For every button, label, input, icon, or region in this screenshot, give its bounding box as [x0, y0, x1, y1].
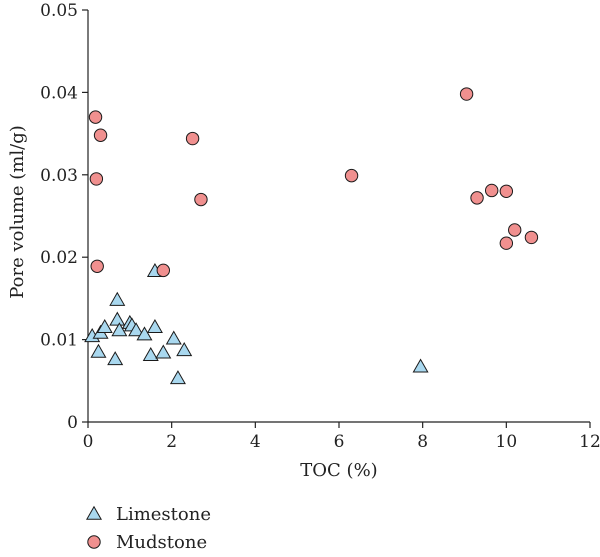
- x-tick-label: 2: [166, 432, 177, 452]
- mudstone-point: [88, 110, 103, 124]
- mudstone-point: [93, 128, 108, 142]
- y-tick-label: 0.03: [40, 166, 78, 186]
- mudstone-point: [89, 172, 104, 186]
- legend: Limestone Mudstone: [85, 504, 211, 553]
- limestone-point: [107, 351, 124, 366]
- x-axis-title: TOC (%): [300, 460, 377, 481]
- y-tick-label: 0.05: [40, 1, 78, 21]
- series-limestone: [84, 262, 429, 385]
- limestone-point: [109, 291, 126, 306]
- legend-label: Limestone: [116, 504, 211, 525]
- mudstone-point: [194, 192, 208, 207]
- limestone-point: [128, 322, 145, 337]
- series-mudstone: [88, 87, 539, 278]
- x-tick-label: 6: [334, 432, 345, 452]
- axes: [87, 10, 590, 423]
- limestone-point: [155, 344, 172, 359]
- x-tick-label: 12: [579, 432, 600, 452]
- x-axis-ticks: 0 2 4 6 8 10 12: [83, 422, 600, 452]
- mudstone-point: [459, 87, 474, 101]
- x-tick-label: 10: [496, 432, 518, 452]
- y-axis-ticks: 0 0.01 0.02 0.03 0.04 0.05: [40, 1, 88, 433]
- limestone-point: [165, 330, 182, 345]
- limestone-point: [146, 318, 163, 334]
- limestone-point: [111, 322, 128, 337]
- mudstone-point: [484, 183, 499, 198]
- mudstone-point: [156, 263, 171, 278]
- mudstone-point: [90, 259, 104, 273]
- limestone-point: [176, 342, 193, 357]
- limestone-point: [136, 326, 153, 341]
- mudstone-point: [524, 230, 539, 245]
- mudstone-point: [499, 184, 514, 198]
- mudstone-point: [499, 236, 514, 250]
- y-tick-label: 0: [67, 413, 78, 433]
- limestone-point: [412, 358, 429, 373]
- y-tick-label: 0.01: [40, 331, 78, 351]
- y-tick-label: 0.02: [40, 248, 78, 268]
- limestone-point: [142, 346, 159, 362]
- x-tick-label: 8: [417, 432, 428, 452]
- mudstone-point: [508, 223, 522, 237]
- mudstone-point: [344, 168, 359, 183]
- legend-circle-icon: [87, 535, 101, 549]
- limestone-point: [90, 343, 107, 358]
- x-tick-label: 0: [83, 432, 94, 452]
- mudstone-point: [185, 131, 200, 146]
- y-tick-label: 0.04: [40, 83, 78, 103]
- limestone-point: [109, 311, 126, 326]
- legend-triangle-icon: [85, 505, 103, 520]
- data-points: [84, 87, 539, 385]
- x-tick-label: 4: [250, 432, 261, 452]
- mudstone-point: [470, 191, 484, 205]
- limestone-point: [169, 370, 186, 385]
- limestone-point: [96, 318, 113, 334]
- legend-label: Mudstone: [116, 532, 207, 553]
- y-axis-title: Pore volume (ml/g): [7, 125, 28, 298]
